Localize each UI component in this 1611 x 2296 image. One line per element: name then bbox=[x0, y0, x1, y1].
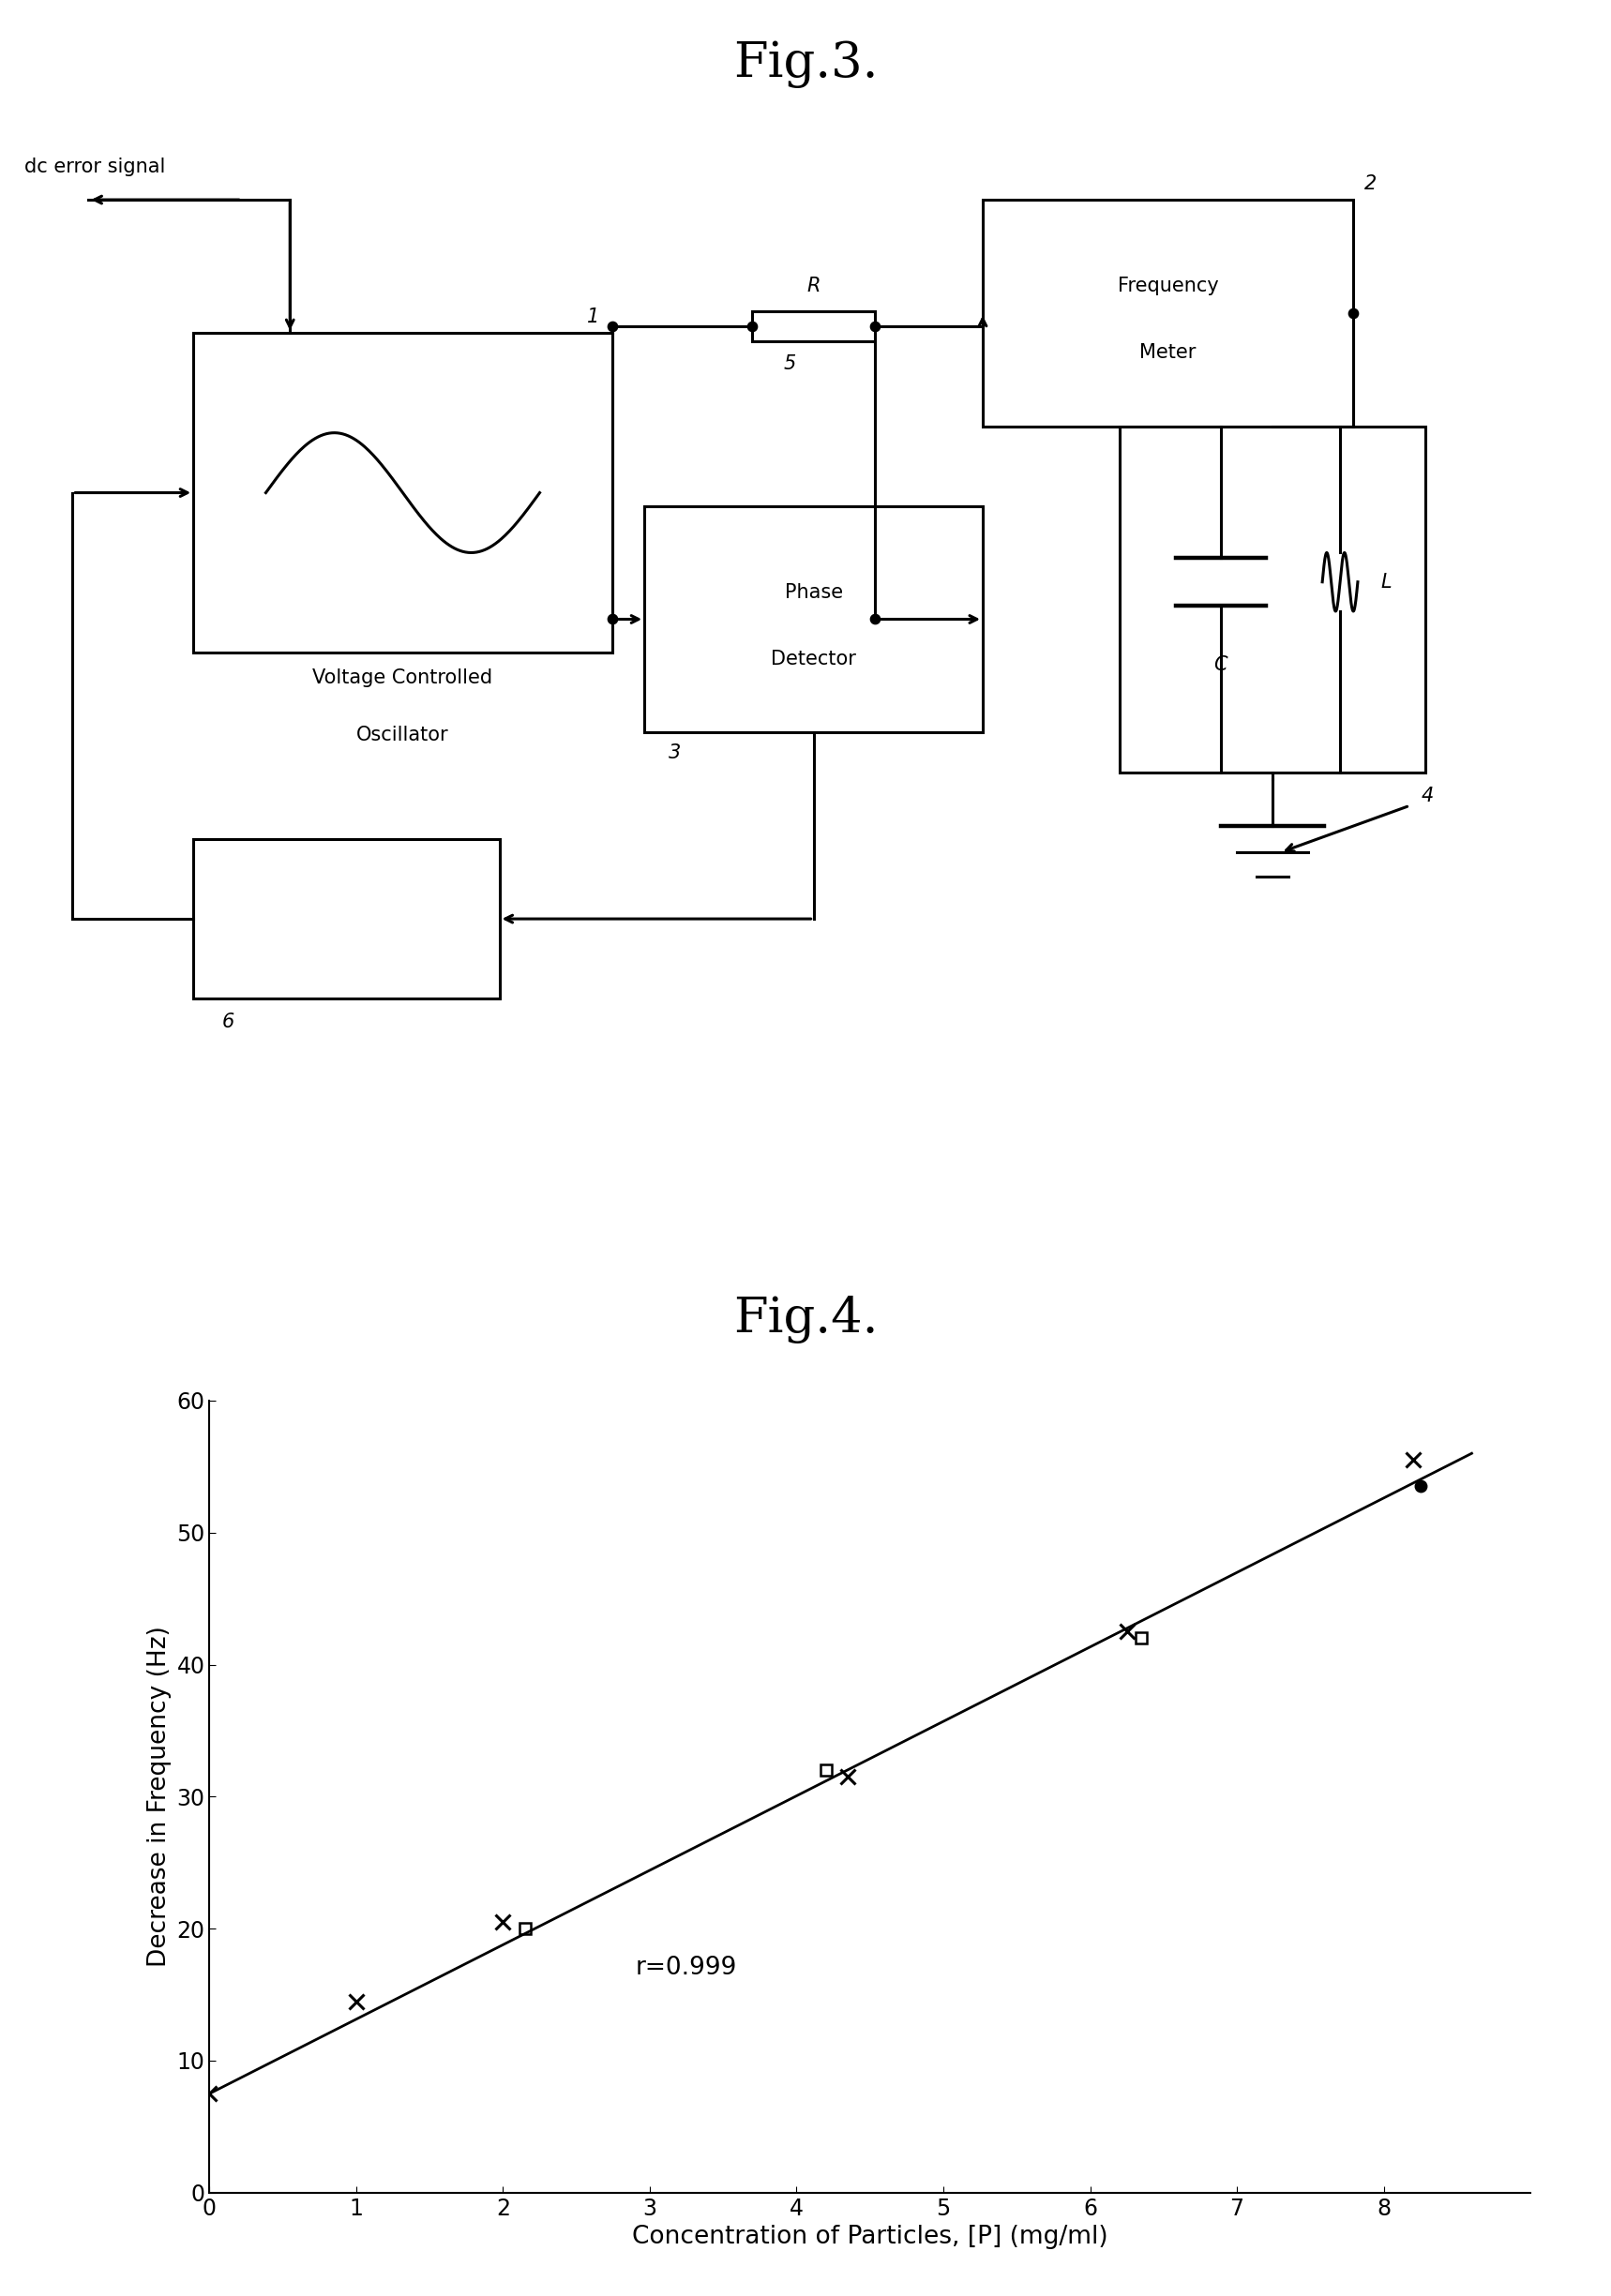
Text: Frequency: Frequency bbox=[1118, 278, 1218, 296]
Text: Fig.3.: Fig.3. bbox=[733, 39, 878, 87]
Point bbox=[599, 602, 625, 638]
Text: Fig.4.: Fig.4. bbox=[733, 1295, 878, 1343]
Point bbox=[739, 308, 765, 344]
Text: R: R bbox=[807, 278, 820, 296]
Text: Voltage Controlled: Voltage Controlled bbox=[313, 668, 493, 687]
Text: 3: 3 bbox=[669, 744, 681, 762]
Bar bbox=[983, 200, 1353, 427]
Text: 6: 6 bbox=[222, 1013, 235, 1031]
Text: r=0.999: r=0.999 bbox=[635, 1956, 736, 1981]
Point bbox=[862, 308, 888, 344]
Text: dc error signal: dc error signal bbox=[24, 156, 166, 177]
Text: Phase: Phase bbox=[785, 583, 843, 602]
Text: Oscillator: Oscillator bbox=[356, 726, 449, 744]
Text: Meter: Meter bbox=[1139, 344, 1197, 363]
Bar bbox=[752, 312, 875, 340]
Text: L: L bbox=[1381, 572, 1392, 592]
Bar bbox=[1120, 427, 1426, 771]
Text: 5: 5 bbox=[783, 354, 796, 372]
Text: 1: 1 bbox=[586, 308, 599, 326]
Text: C: C bbox=[1213, 654, 1228, 675]
Bar bbox=[193, 838, 499, 999]
Point bbox=[1340, 294, 1366, 331]
Text: 4: 4 bbox=[1421, 788, 1434, 806]
X-axis label: Concentration of Particles, [P] (mg/ml): Concentration of Particles, [P] (mg/ml) bbox=[632, 2225, 1108, 2250]
Point bbox=[599, 308, 625, 344]
Text: Detector: Detector bbox=[772, 650, 855, 668]
Bar bbox=[644, 505, 983, 732]
Text: 2: 2 bbox=[1365, 174, 1377, 193]
Y-axis label: Decrease in Frequency (Hz): Decrease in Frequency (Hz) bbox=[147, 1626, 171, 1968]
Bar bbox=[193, 333, 612, 652]
Point bbox=[862, 602, 888, 638]
